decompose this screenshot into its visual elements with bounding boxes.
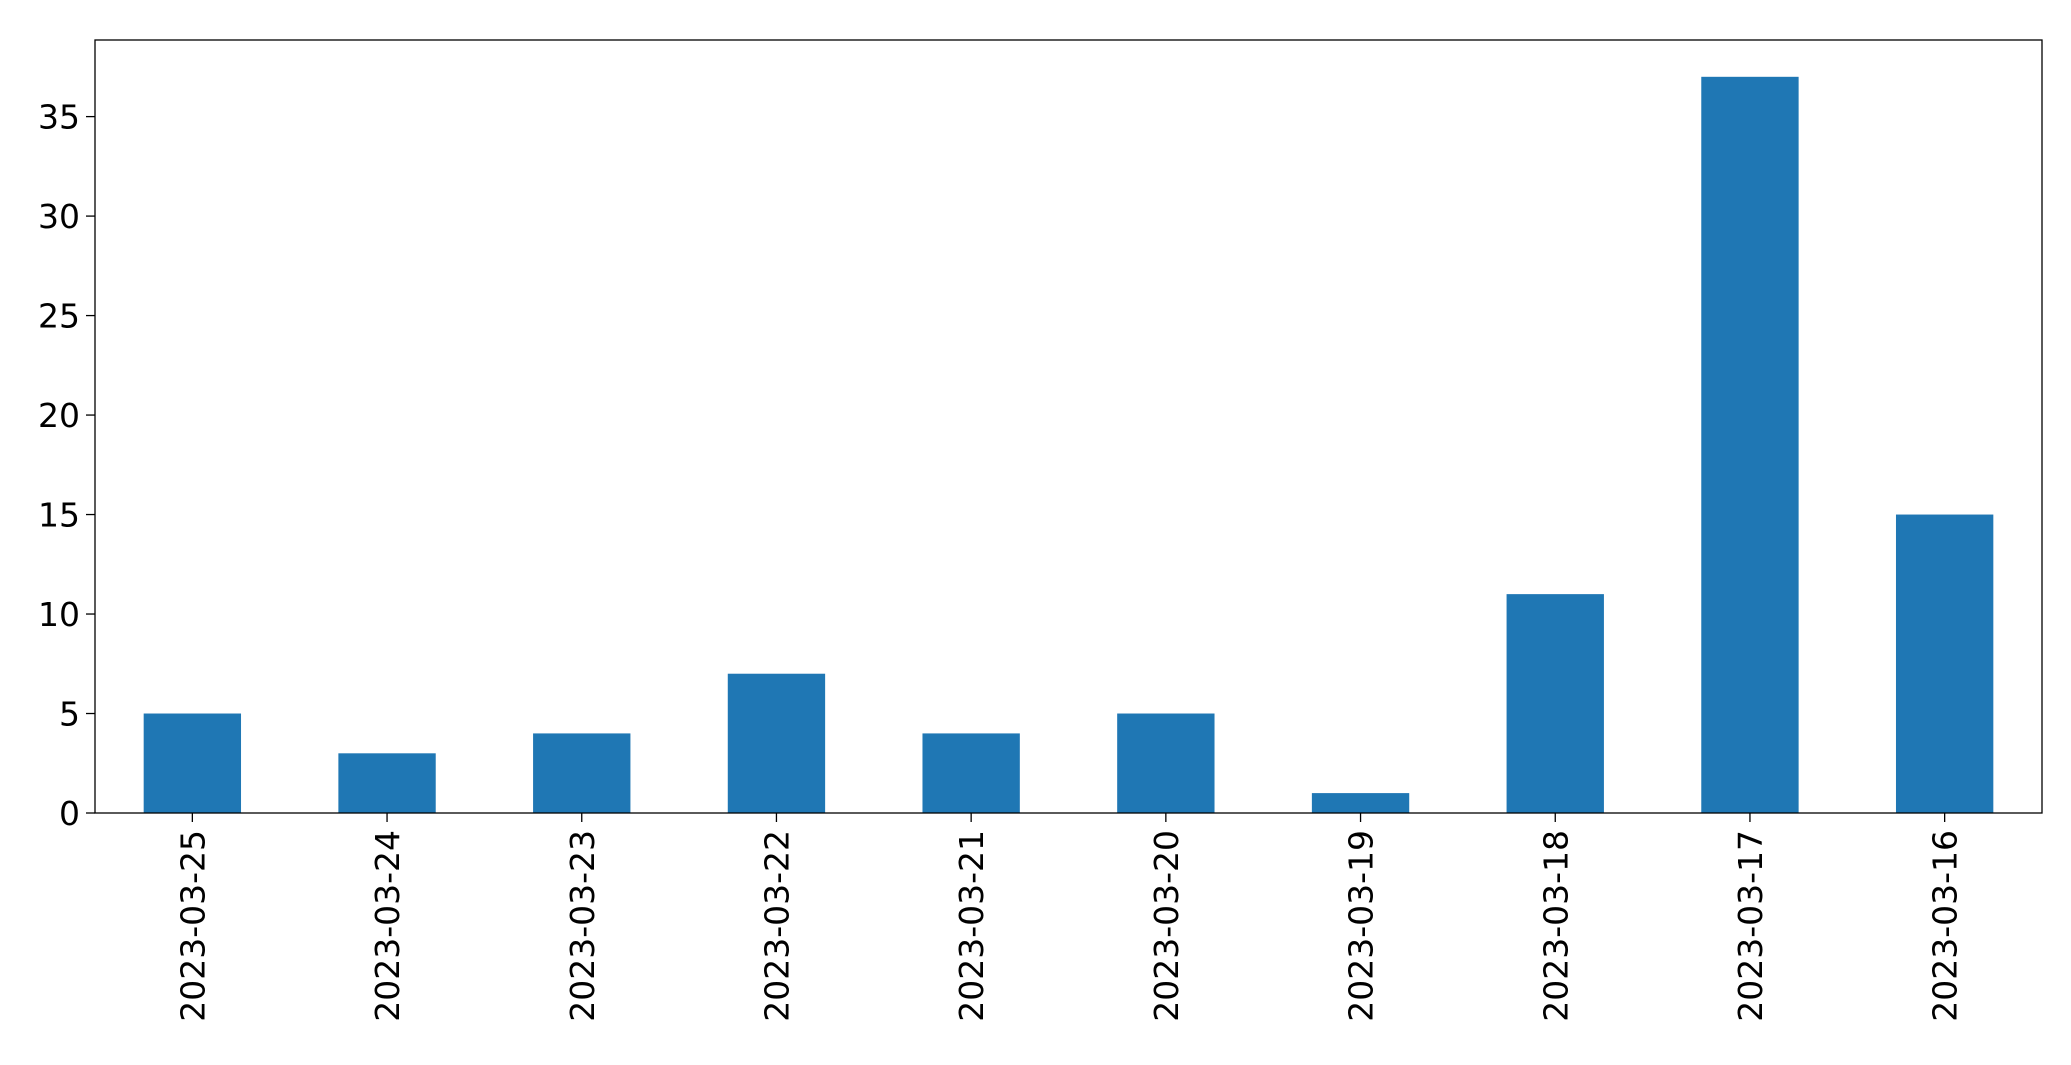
- x-tick-label: 2023-03-21: [952, 830, 991, 1022]
- y-tick-label: 10: [38, 595, 80, 634]
- y-tick-label: 0: [59, 794, 80, 833]
- x-tick-label: 2023-03-16: [1926, 830, 1965, 1022]
- bar-2023-03-23: [533, 733, 631, 813]
- x-tick-label: 2023-03-25: [173, 830, 212, 1022]
- bars-layer: [143, 76, 1994, 814]
- y-tick-label: 15: [38, 496, 80, 535]
- x-tick-label: 2023-03-17: [1731, 830, 1770, 1022]
- x-tick-label: 2023-03-23: [563, 830, 602, 1022]
- y-tick-label: 35: [38, 98, 80, 137]
- x-axis: 2023-03-25 2023-03-24 2023-03-23 2023-03-22…: [173, 813, 1965, 1022]
- x-tick-label: 2023-03-22: [757, 830, 796, 1022]
- bar-2023-03-22: [727, 673, 826, 813]
- bar-2023-03-19: [1311, 793, 1410, 813]
- bar-2023-03-25: [143, 713, 242, 813]
- plot-frame: [94, 39, 2043, 814]
- x-tick-label: 2023-03-20: [1147, 830, 1186, 1022]
- bar-2023-03-17: [1701, 76, 1799, 814]
- bar-2023-03-21: [922, 733, 1020, 813]
- x-tick-label: 2023-03-24: [368, 830, 407, 1022]
- y-tick-label: 30: [38, 197, 80, 236]
- bar-2023-03-18: [1506, 594, 1604, 813]
- y-tick-label: 25: [38, 297, 80, 336]
- y-tick-label: 5: [59, 695, 80, 734]
- y-axis: 0 5 10 15 20 25 30 35: [38, 98, 95, 833]
- x-tick-label: 2023-03-19: [1342, 830, 1381, 1022]
- x-tick-label: 2023-03-18: [1536, 830, 1575, 1022]
- bar-2023-03-24: [338, 753, 436, 813]
- bar-2023-03-16: [1895, 514, 1994, 813]
- y-tick-label: 20: [38, 396, 80, 435]
- bar-2023-03-20: [1117, 713, 1215, 813]
